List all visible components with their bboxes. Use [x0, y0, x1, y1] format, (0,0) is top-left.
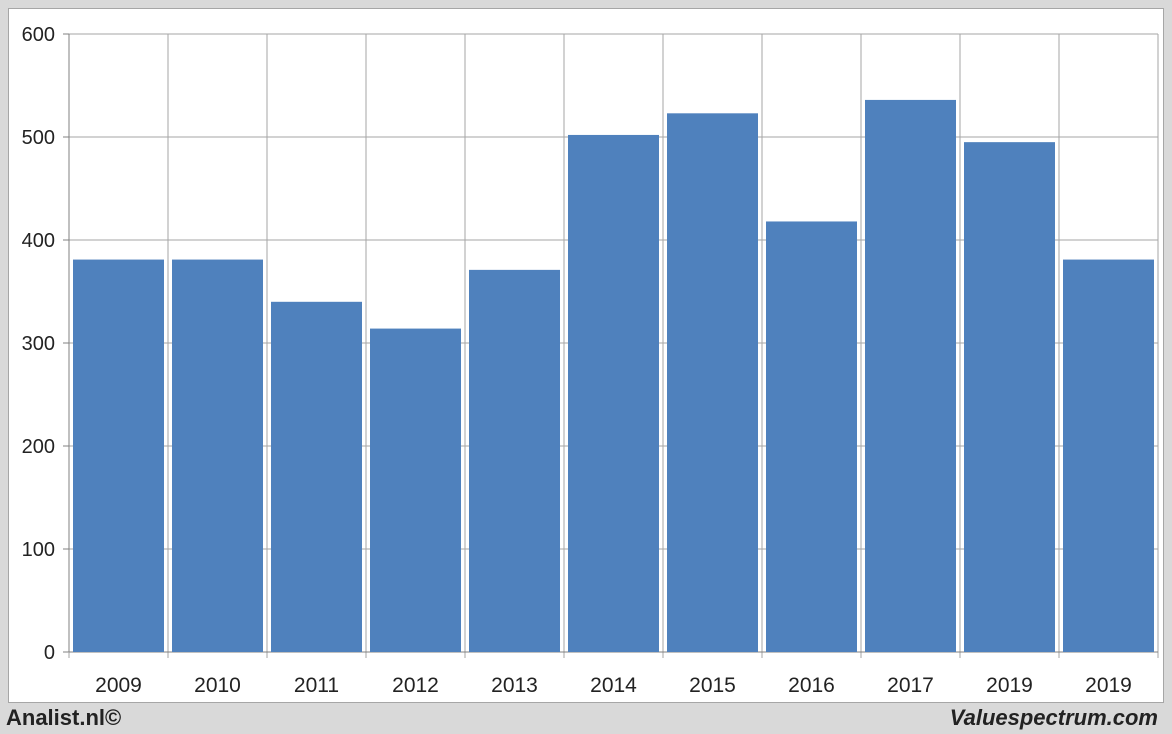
y-tick-label: 600 [22, 24, 55, 46]
valuespectrum-credit: Valuespectrum.com [949, 705, 1158, 730]
x-tick-label: 2015 [689, 674, 736, 697]
bar-2019 [964, 142, 1055, 652]
x-tick-label: 2010 [194, 674, 241, 697]
bar-2011 [271, 301, 362, 652]
analist-credit: Analist.nl© [6, 705, 122, 730]
x-tick-label: 2014 [590, 674, 637, 697]
x-tick-label: 2019 [1085, 674, 1132, 697]
bar-2016 [766, 221, 857, 652]
bar-2010 [172, 259, 263, 652]
y-tick-label: 200 [22, 436, 55, 458]
bar-chart: 0 100 200 300 400 500 600 2009 2010 2011 2012 2013 2… [22, 24, 1159, 697]
x-tick-label: 2009 [95, 674, 142, 697]
y-tick-label: 300 [22, 333, 55, 355]
bar-2019 [1063, 259, 1154, 652]
y-tick-label: 100 [22, 539, 55, 561]
x-tick-label: 2017 [887, 674, 934, 697]
bar-2014 [568, 134, 659, 652]
bar-2009 [73, 259, 164, 652]
bar-2017 [865, 99, 956, 653]
y-tick-label: 400 [22, 230, 55, 252]
bar-2015 [667, 113, 758, 652]
y-tick-label: 0 [44, 642, 55, 664]
x-tick-label: 2012 [392, 674, 439, 697]
x-tick-label: 2011 [294, 674, 339, 697]
x-tick-label: 2013 [491, 674, 538, 697]
y-tick-label: 500 [22, 127, 55, 149]
bar-2012 [370, 328, 461, 652]
bar-2013 [469, 269, 560, 652]
x-tick-label: 2016 [788, 674, 835, 697]
chart-area: 0 100 200 300 400 500 600 2009 2010 2011 2012 2013 2… [8, 8, 1164, 703]
x-tick-label: 2019 [986, 674, 1033, 697]
